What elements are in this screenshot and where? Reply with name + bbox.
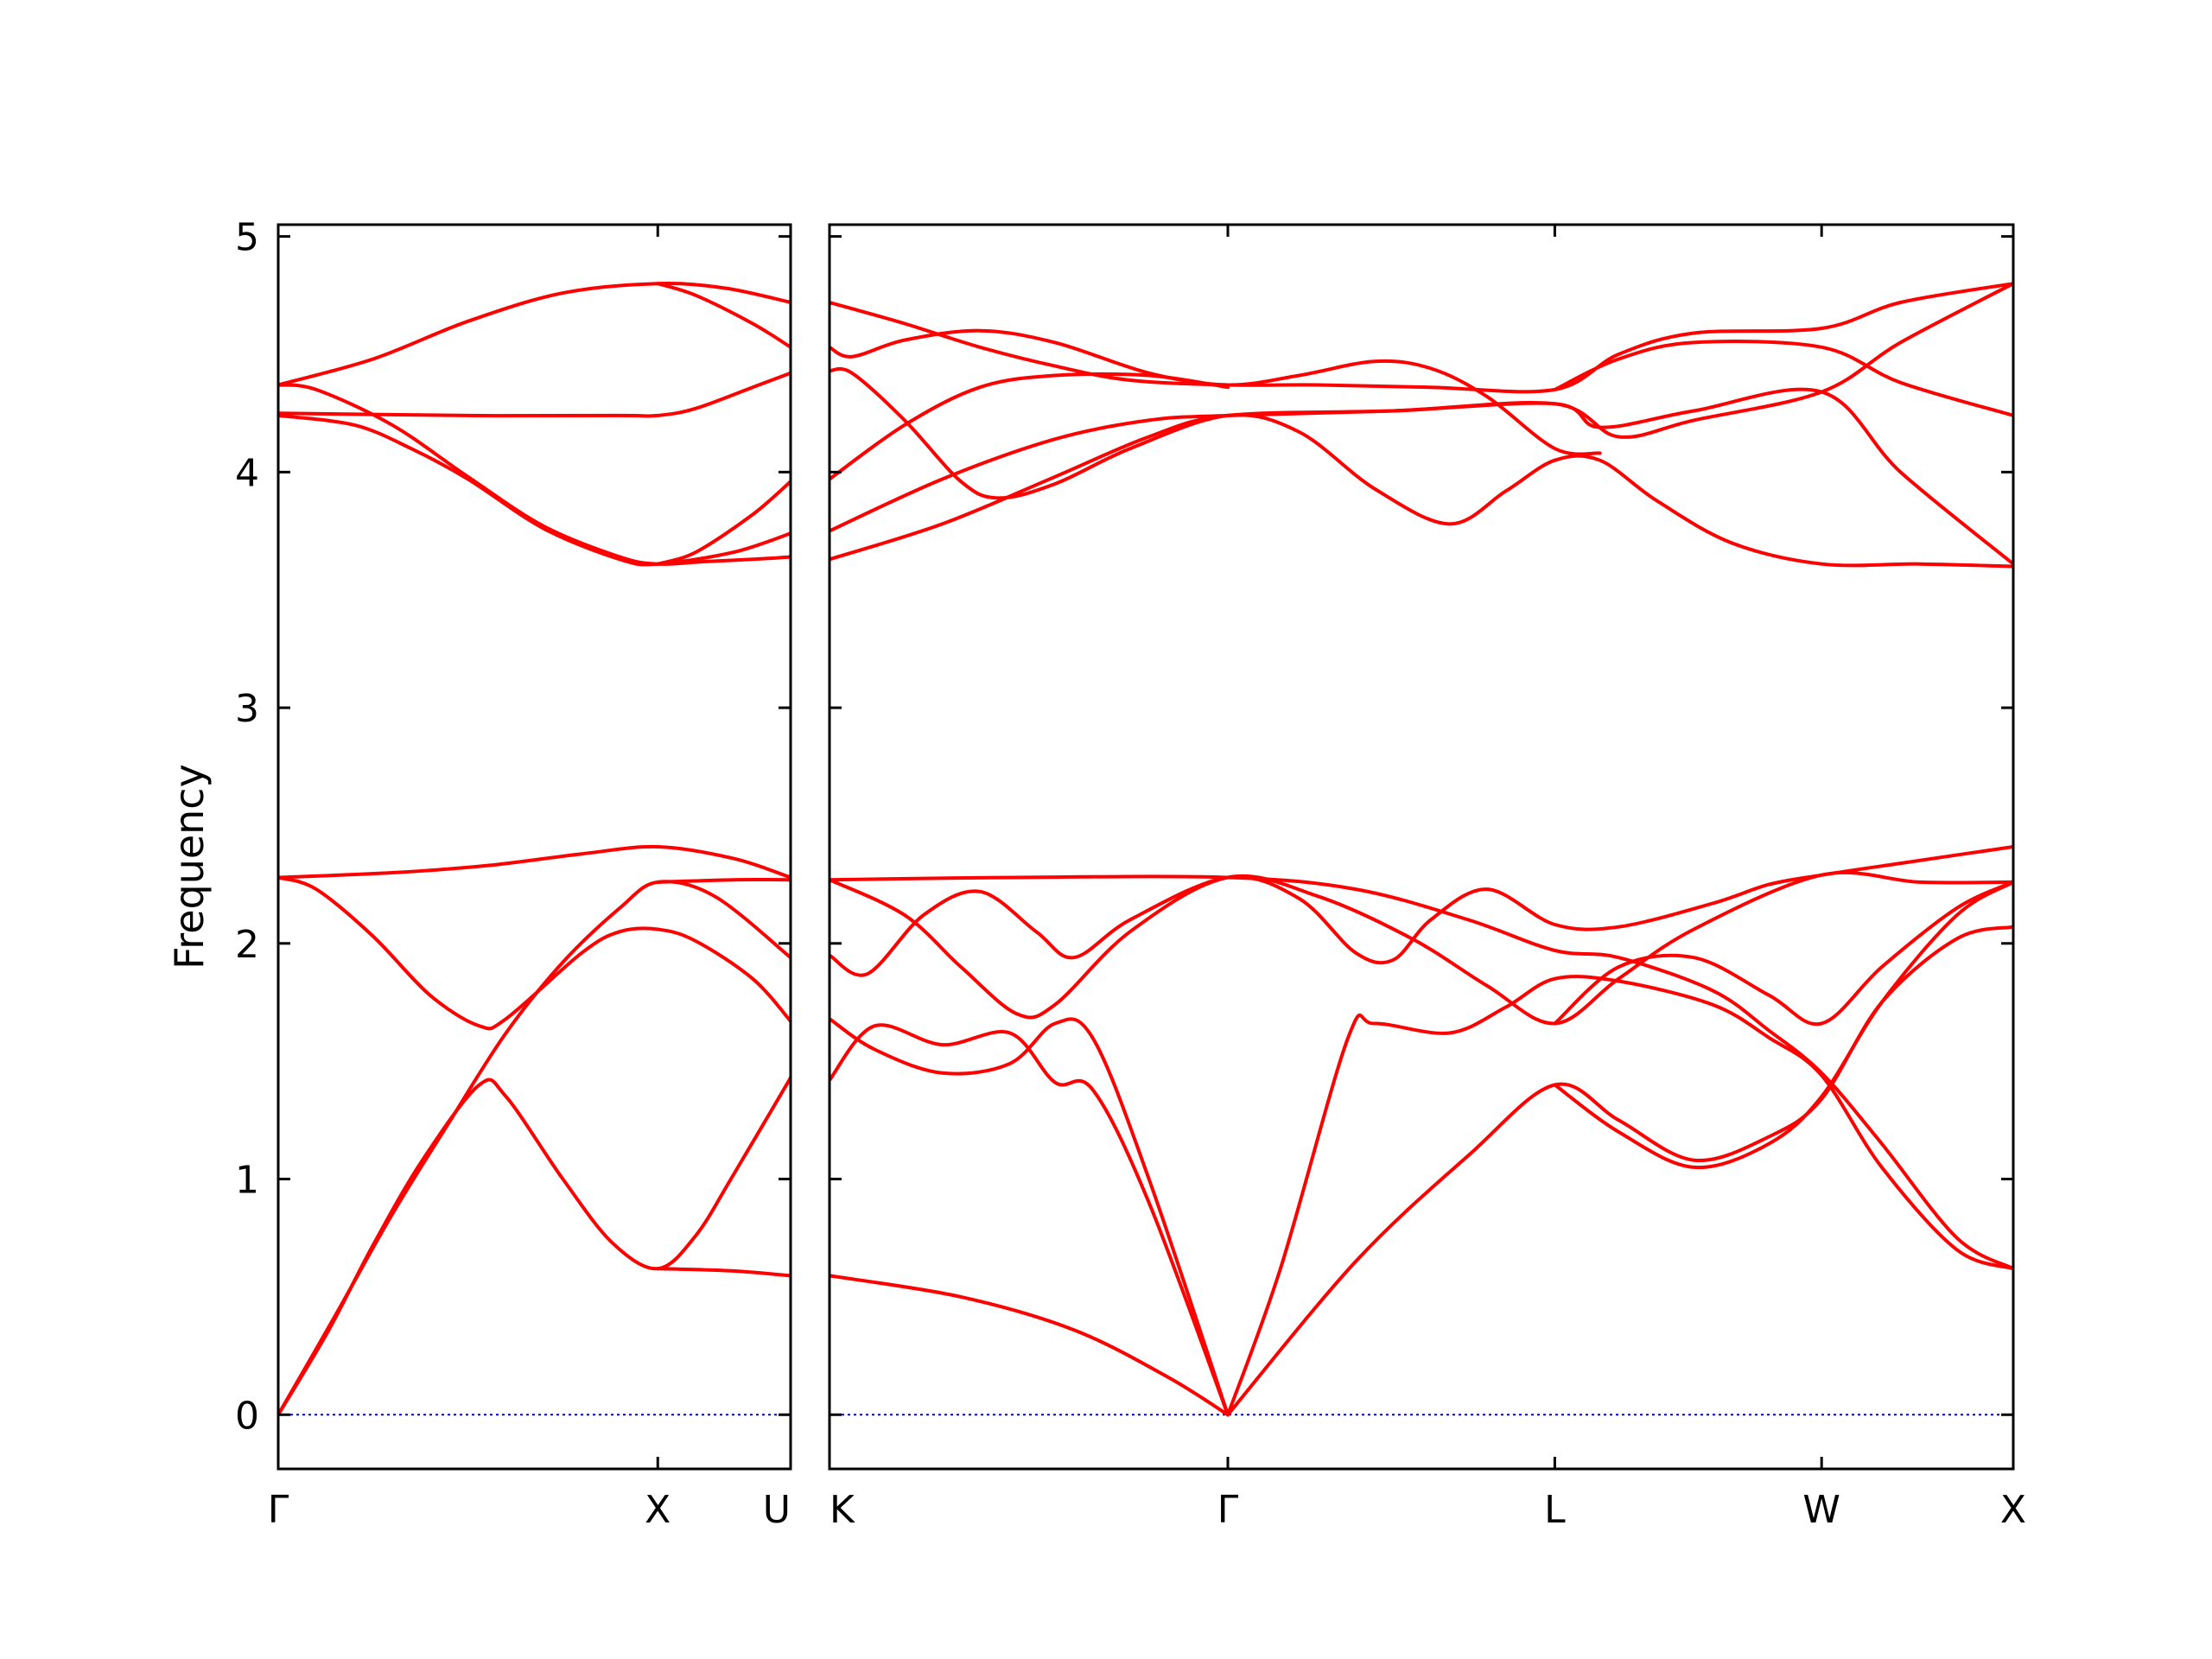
bands-group	[830, 282, 2013, 1417]
band-line-8	[830, 874, 2013, 1271]
band-line-10	[830, 870, 2013, 1026]
x-tick-label-Γ: Γ	[1217, 1488, 1239, 1532]
y-tick-label: 1	[235, 1159, 259, 1203]
band-line-10	[656, 877, 791, 884]
band-line-9	[830, 845, 2013, 977]
y-tick-label: 2	[235, 923, 259, 967]
band-line-13	[830, 1274, 1230, 1417]
band-line-14	[1226, 975, 2013, 1417]
band-line-6	[830, 282, 2013, 562]
band-line-3	[830, 366, 2013, 569]
x-tick-label-X: X	[2000, 1488, 2026, 1532]
y-tick-label: 3	[235, 687, 259, 731]
panels-layer: 0 1 2 3 4 5 Γ X U K Γ L W X	[235, 216, 2026, 1532]
band-line-12	[656, 1267, 791, 1278]
band-line-16	[1553, 880, 2013, 1170]
bands-group	[278, 282, 791, 1417]
band-line-4	[278, 371, 791, 418]
panel-frame	[276, 223, 792, 1471]
x-tick-label-L: L	[1544, 1488, 1566, 1532]
band-line-5	[656, 282, 791, 349]
band-line-2	[830, 328, 1602, 456]
x-tick-label-U: U	[763, 1488, 791, 1532]
y-tick-label: 0	[235, 1394, 259, 1438]
panel-left: 0 1 2 3 4 5 Γ X U	[235, 216, 792, 1532]
band-line-1	[278, 282, 791, 387]
band-line-6	[656, 480, 791, 566]
y-tick-label: 4	[235, 451, 259, 495]
band-line-17	[1553, 880, 2013, 1027]
band-line-12	[830, 1023, 1230, 1417]
panel-frame	[828, 223, 2015, 1471]
y-axis-label: Frequency	[166, 764, 213, 969]
x-tick-label-K: K	[830, 1488, 855, 1532]
band-line-11	[278, 1076, 791, 1417]
band-line-7	[1553, 340, 2013, 417]
band-line-2	[278, 383, 791, 566]
band-line-4	[830, 372, 1230, 481]
band-line-11	[830, 1017, 1230, 1417]
x-tick-label-W: W	[1802, 1488, 1840, 1532]
band-line-3	[278, 413, 791, 567]
band-line-1	[830, 282, 2013, 394]
band-line-7	[278, 844, 791, 880]
x-tick-label-Γ: Γ	[268, 1488, 289, 1532]
y-tick-label: 5	[235, 216, 259, 260]
x-tick-label-X: X	[645, 1488, 671, 1532]
